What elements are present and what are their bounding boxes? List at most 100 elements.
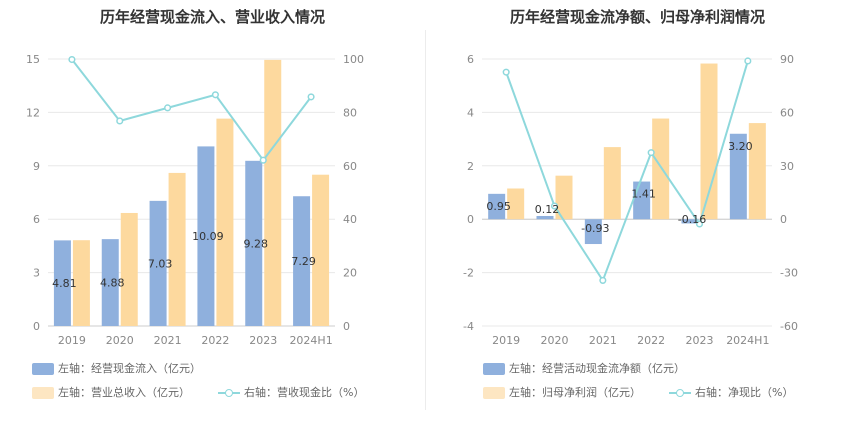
- line-point: [599, 276, 607, 284]
- legend-line-icon: [669, 387, 691, 399]
- bar: [536, 215, 554, 220]
- line-point: [647, 149, 655, 157]
- bar: [681, 219, 699, 224]
- y-tick-left: -2: [463, 267, 474, 280]
- bar: [149, 200, 167, 326]
- legend-label: 左轴：归母净利润（亿元）: [509, 386, 641, 399]
- bar: [72, 240, 90, 326]
- y-tick-right: 20: [343, 267, 357, 280]
- bar: [700, 63, 718, 220]
- y-tick-right: -60: [780, 320, 798, 333]
- line-point: [307, 93, 315, 101]
- y-tick-left: 3: [33, 267, 40, 280]
- data-label: 0.95: [486, 200, 511, 213]
- chart-svg-left: 0 3 6 9 12 15 0 20 40 60 80 100 2019 2020 2021 2022 2023…: [26, 53, 364, 347]
- x-tick-label: 2019: [492, 334, 520, 347]
- x-tick-label: 2021: [589, 334, 617, 347]
- data-label: 0.12: [535, 203, 560, 216]
- legend-swatch-blue: [483, 363, 505, 375]
- bar: [101, 239, 119, 326]
- line-point: [550, 202, 559, 210]
- y-tick-left: 4: [467, 106, 474, 119]
- line-point: [68, 55, 76, 64]
- bar: [507, 188, 525, 220]
- panel-divider: [425, 30, 426, 410]
- x-tick-label: 2022: [201, 334, 229, 347]
- bar: [264, 59, 282, 326]
- legend-label: 右轴：营收现金比（%）: [244, 386, 365, 399]
- legend-item-ratio[interactable]: 右轴：营收现金比（%）: [218, 384, 364, 400]
- data-label: 4.88: [100, 277, 125, 290]
- legend-line-icon: [218, 387, 240, 399]
- bar: [245, 160, 263, 326]
- y-tick-left: -4: [463, 320, 474, 333]
- legend-label: 左轴：经营活动现金流净额（亿元）: [509, 362, 685, 375]
- chart-title: 历年经营现金流入、营业收入情况: [99, 8, 325, 26]
- y-tick-right: 0: [343, 320, 350, 333]
- line-point: [211, 91, 219, 99]
- chart-title: 历年经营现金流净额、归母净利润情况: [509, 8, 765, 26]
- bar: [488, 193, 506, 220]
- bar: [729, 133, 747, 220]
- x-tick-label: 2023: [249, 334, 277, 347]
- x-tick-label: 2019: [58, 334, 86, 347]
- y-tick-right: 40: [343, 213, 357, 226]
- legend-item-net-profit[interactable]: 左轴：归母净利润（亿元）: [483, 384, 641, 400]
- legend-swatch-orange: [32, 387, 54, 399]
- bar: [603, 147, 621, 220]
- y-tick-left: 6: [467, 53, 474, 66]
- bar: [120, 212, 138, 326]
- bar: [312, 174, 330, 326]
- line-point: [164, 104, 172, 112]
- line-point: [259, 156, 267, 164]
- line-point: [695, 220, 704, 228]
- bar: [216, 118, 234, 326]
- bar: [168, 172, 186, 326]
- y-tick-left: 15: [26, 53, 40, 66]
- y-tick-right: 80: [343, 106, 357, 119]
- legend-swatch-blue: [32, 363, 54, 375]
- legend-label: 左轴：经营现金流入（亿元）: [58, 362, 201, 375]
- line-point: [744, 57, 752, 65]
- x-tick-label: 2021: [154, 334, 182, 347]
- y-tick-right: 60: [780, 106, 794, 119]
- x-tick-label: 2024H1: [726, 334, 769, 347]
- legend-item-inflow[interactable]: 左轴：经营现金流入（亿元）: [32, 360, 201, 376]
- bar: [293, 196, 311, 326]
- y-tick-right: 60: [343, 160, 357, 173]
- data-label: 1.41: [631, 188, 656, 201]
- data-label: -0.16: [678, 213, 706, 226]
- data-label: -0.93: [581, 222, 609, 235]
- y-tick-right: 0: [780, 213, 787, 226]
- y-tick-left: 0: [33, 320, 40, 333]
- y-tick-left: 6: [33, 213, 40, 226]
- ratio-line: [505, 60, 749, 283]
- data-label: 9.28: [244, 237, 269, 250]
- bar: [748, 123, 766, 220]
- legend-label: 左轴：营业总收入（亿元）: [58, 386, 190, 399]
- data-label: 3.20: [728, 140, 753, 153]
- legend-item-net-cashflow[interactable]: 左轴：经营活动现金流净额（亿元）: [483, 360, 685, 376]
- bar: [555, 175, 573, 220]
- bar: [53, 240, 71, 326]
- chart-panel-left: 历年经营现金流入、营业收入情况 0 3 6 9 12 15 0 20 40 60 80 100 2019…: [26, 8, 364, 400]
- legend-item-revenue[interactable]: 左轴：营业总收入（亿元）: [32, 384, 190, 400]
- data-label: 10.09: [192, 230, 224, 243]
- legend-item-net-ratio[interactable]: 右轴：净现比（%）: [669, 384, 793, 400]
- y-tick-left: 0: [467, 213, 474, 226]
- data-label: 4.81: [52, 277, 77, 290]
- chart-svg-right: -4 -2 0 2 4 6 -60 -30 0 30 60 90 2019 2020 2021 2022 202…: [463, 53, 798, 347]
- data-label: 7.29: [291, 255, 316, 268]
- x-tick-label: 2022: [637, 334, 665, 347]
- x-tick-label: 2020: [106, 334, 134, 347]
- ratio-line: [71, 58, 312, 162]
- x-tick-label: 2023: [686, 334, 714, 347]
- chart-panel-right: 历年经营现金流净额、归母净利润情况 -4 -2 0 2 4 6 -60 -30 0 30 60 90 2…: [425, 0, 850, 437]
- data-label: 7.03: [148, 257, 173, 270]
- line-point: [502, 68, 510, 76]
- legend-label: 右轴：净现比（%）: [695, 386, 794, 399]
- bar: [584, 219, 602, 245]
- y-tick-right: 30: [780, 160, 794, 173]
- y-tick-left: 9: [33, 160, 40, 173]
- y-tick-right: 90: [780, 53, 794, 66]
